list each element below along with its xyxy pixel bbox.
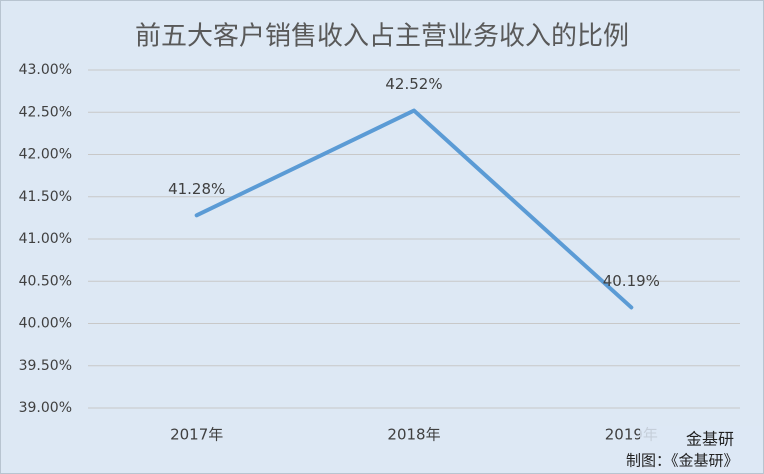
x-tick-label: 2018年 [387, 426, 440, 444]
y-tick-label: 42.00% [19, 147, 72, 163]
line [194, 108, 634, 310]
y-tick-label: 43.00% [19, 62, 72, 78]
y-tick-label: 39.00% [19, 400, 72, 416]
watermark: 金基研 [686, 430, 734, 449]
watermark-bg [640, 426, 762, 472]
x-tick-label: 2017年 [170, 426, 223, 444]
y-tick-label: 40.00% [19, 316, 72, 332]
y-tick-label: 39.50% [19, 358, 72, 374]
data-label: 40.19% [603, 272, 660, 290]
data-label: 41.28% [168, 180, 225, 198]
y-tick-label: 42.50% [19, 104, 72, 120]
y-tick-label: 41.50% [19, 189, 72, 205]
y-tick-label: 40.50% [19, 273, 72, 289]
chart-title: 前五大客户销售收入占主营业务收入的比例 [135, 22, 629, 52]
credit: 制图：《金基研》 [626, 452, 739, 470]
y-tick-label: 41.00% [19, 231, 72, 247]
data-label: 42.52% [385, 75, 442, 93]
